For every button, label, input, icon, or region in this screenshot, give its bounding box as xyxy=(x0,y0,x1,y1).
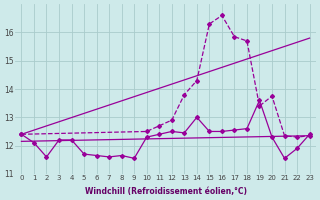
X-axis label: Windchill (Refroidissement éolien,°C): Windchill (Refroidissement éolien,°C) xyxy=(84,187,246,196)
